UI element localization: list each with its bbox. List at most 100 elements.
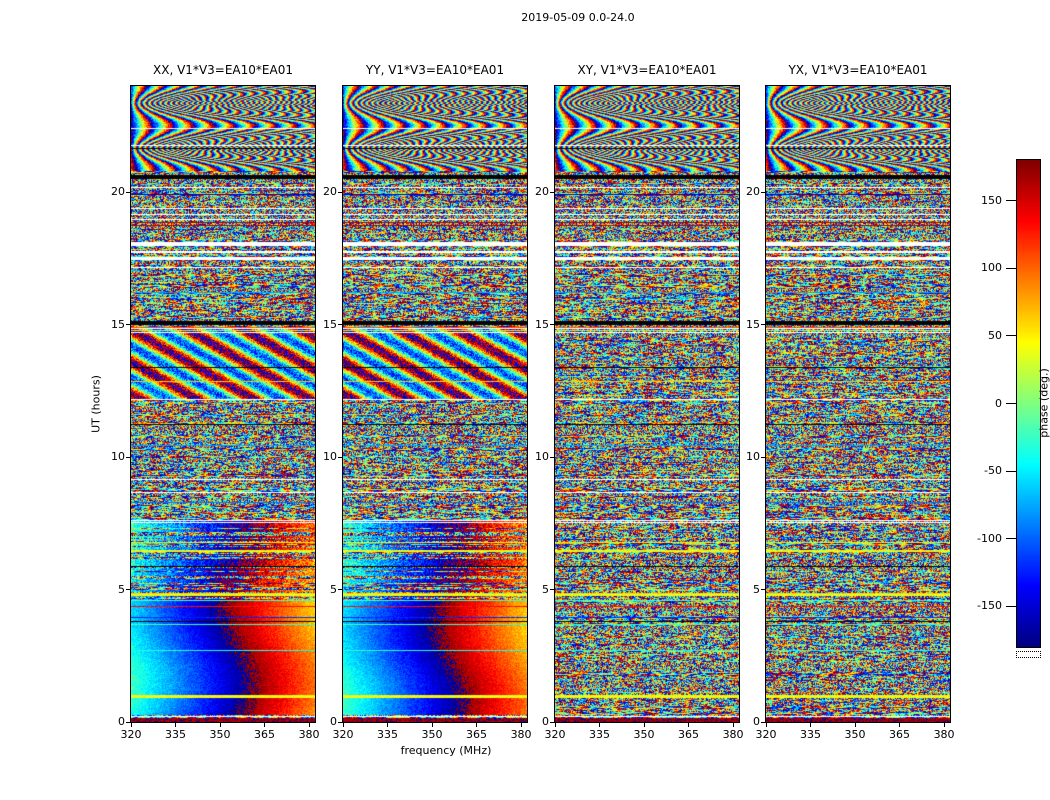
y-tick-label: 10 bbox=[111, 450, 125, 463]
y-tick-label: 20 bbox=[746, 185, 760, 198]
x-tick-label: 350 bbox=[633, 728, 655, 741]
colorbar-tick bbox=[1006, 200, 1016, 202]
x-tick-label: 320 bbox=[544, 728, 566, 741]
x-tick-label: 320 bbox=[120, 728, 142, 741]
figure-title: 2019-05-09 0.0-24.0 bbox=[521, 11, 635, 24]
x-tick bbox=[854, 723, 856, 727]
colorbar-tick-label: 50 bbox=[988, 328, 1002, 342]
x-tick bbox=[810, 723, 812, 727]
x-tick bbox=[342, 723, 344, 727]
y-tick bbox=[550, 324, 554, 325]
y-tick-label: 0 bbox=[753, 715, 760, 728]
y-tick-label: 20 bbox=[323, 185, 337, 198]
y-tick bbox=[126, 721, 130, 723]
panel-title-yx: YX, V1*V3=EA10*EA01 bbox=[788, 63, 928, 77]
x-tick-label: 380 bbox=[510, 728, 532, 741]
colorbar-under-swatch bbox=[1016, 651, 1041, 658]
y-tick bbox=[761, 721, 765, 723]
x-tick bbox=[476, 723, 478, 727]
x-axis-label: frequency (MHz) bbox=[400, 744, 492, 757]
panel-title-xy: XY, V1*V3=EA10*EA01 bbox=[577, 63, 717, 77]
y-tick-label: 0 bbox=[542, 715, 549, 728]
colorbar bbox=[1016, 159, 1041, 648]
y-tick-label: 0 bbox=[330, 715, 337, 728]
colorbar-tick-label: -100 bbox=[977, 531, 1002, 545]
panel-title-yy: YY, V1*V3=EA10*EA01 bbox=[365, 63, 505, 77]
x-tick bbox=[943, 723, 945, 727]
y-tick bbox=[550, 589, 554, 590]
panel-title-xx: XX, V1*V3=EA10*EA01 bbox=[153, 63, 293, 77]
x-tick-label: 320 bbox=[755, 728, 777, 741]
y-tick-label: 15 bbox=[323, 317, 337, 331]
heatmap-canvas-yy bbox=[343, 86, 527, 722]
y-tick-label: 20 bbox=[111, 185, 125, 198]
y-tick-label: 15 bbox=[111, 317, 125, 331]
y-tick bbox=[338, 456, 342, 458]
y-tick-label: 10 bbox=[535, 450, 549, 463]
colorbar-canvas bbox=[1017, 160, 1040, 647]
x-tick bbox=[308, 723, 310, 727]
y-tick bbox=[761, 589, 765, 590]
x-tick-label: 380 bbox=[722, 728, 744, 741]
y-tick-label: 0 bbox=[118, 715, 125, 728]
x-tick-label: 320 bbox=[332, 728, 354, 741]
x-tick bbox=[520, 723, 522, 727]
y-tick bbox=[550, 721, 554, 723]
x-tick bbox=[130, 723, 132, 727]
y-tick bbox=[338, 191, 342, 193]
x-tick bbox=[732, 723, 734, 727]
x-tick-label: 365 bbox=[678, 728, 700, 741]
y-tick bbox=[338, 589, 342, 590]
colorbar-tick bbox=[1006, 267, 1016, 269]
colorbar-tick-label: 100 bbox=[981, 261, 1002, 275]
colorbar-tick-label: -50 bbox=[984, 464, 1002, 478]
colorbar-tick bbox=[1006, 470, 1016, 472]
x-tick-label: 380 bbox=[933, 728, 955, 741]
y-tick bbox=[338, 721, 342, 723]
x-tick bbox=[264, 723, 266, 727]
y-tick-label: 10 bbox=[746, 450, 760, 463]
x-tick bbox=[387, 723, 389, 727]
colorbar-tick-label: 150 bbox=[981, 193, 1002, 207]
x-tick-label: 335 bbox=[377, 728, 399, 741]
colorbar-tick-label: -150 bbox=[977, 599, 1002, 613]
x-tick-label: 365 bbox=[466, 728, 488, 741]
heatmap-panel-yy: YY, V1*V3=EA10*EA01 320 335 350 365 380 0 5 10 1… bbox=[323, 63, 532, 741]
x-tick bbox=[431, 723, 433, 727]
y-tick bbox=[126, 456, 130, 458]
colorbar-tick bbox=[1006, 605, 1016, 607]
x-tick-label: 335 bbox=[800, 728, 822, 741]
x-tick-label: 350 bbox=[421, 728, 443, 741]
x-tick-label: 365 bbox=[889, 728, 911, 741]
x-tick bbox=[599, 723, 601, 727]
y-tick bbox=[550, 456, 554, 458]
x-tick-label: 380 bbox=[298, 728, 320, 741]
colorbar-tick-label: 0 bbox=[995, 396, 1002, 410]
colorbar-tick bbox=[1006, 335, 1016, 337]
colorbar-label: phase (deg.) bbox=[1037, 368, 1050, 438]
colorbar-tick bbox=[1006, 403, 1016, 404]
y-tick-label: 5 bbox=[118, 582, 125, 596]
y-tick bbox=[126, 589, 130, 590]
y-tick-label: 5 bbox=[753, 582, 760, 596]
y-tick bbox=[761, 456, 765, 458]
x-tick bbox=[899, 723, 901, 727]
y-tick-label: 20 bbox=[535, 185, 549, 198]
y-tick-label: 15 bbox=[746, 317, 760, 331]
y-tick-label: 5 bbox=[542, 582, 549, 596]
x-tick bbox=[554, 723, 556, 727]
y-tick bbox=[126, 324, 130, 325]
x-tick bbox=[643, 723, 645, 727]
x-tick-label: 350 bbox=[209, 728, 231, 741]
y-tick bbox=[550, 191, 554, 193]
heatmap-panel-xx: XX, V1*V3=EA10*EA01 320 335 350 365 380 0 5 10 1… bbox=[111, 63, 320, 741]
heatmap-panel-yx: YX, V1*V3=EA10*EA01 320 335 350 365 380 0 5 10 1… bbox=[746, 63, 955, 741]
x-tick-label: 335 bbox=[165, 728, 187, 741]
x-tick bbox=[219, 723, 221, 727]
x-tick-label: 365 bbox=[254, 728, 276, 741]
y-axis-label: UT (hours) bbox=[89, 375, 103, 433]
heatmap-panel-xy: XY, V1*V3=EA10*EA01 320 335 350 365 380 0 5 10 1… bbox=[535, 63, 744, 741]
x-tick bbox=[765, 723, 767, 727]
y-tick-label: 15 bbox=[535, 317, 549, 331]
